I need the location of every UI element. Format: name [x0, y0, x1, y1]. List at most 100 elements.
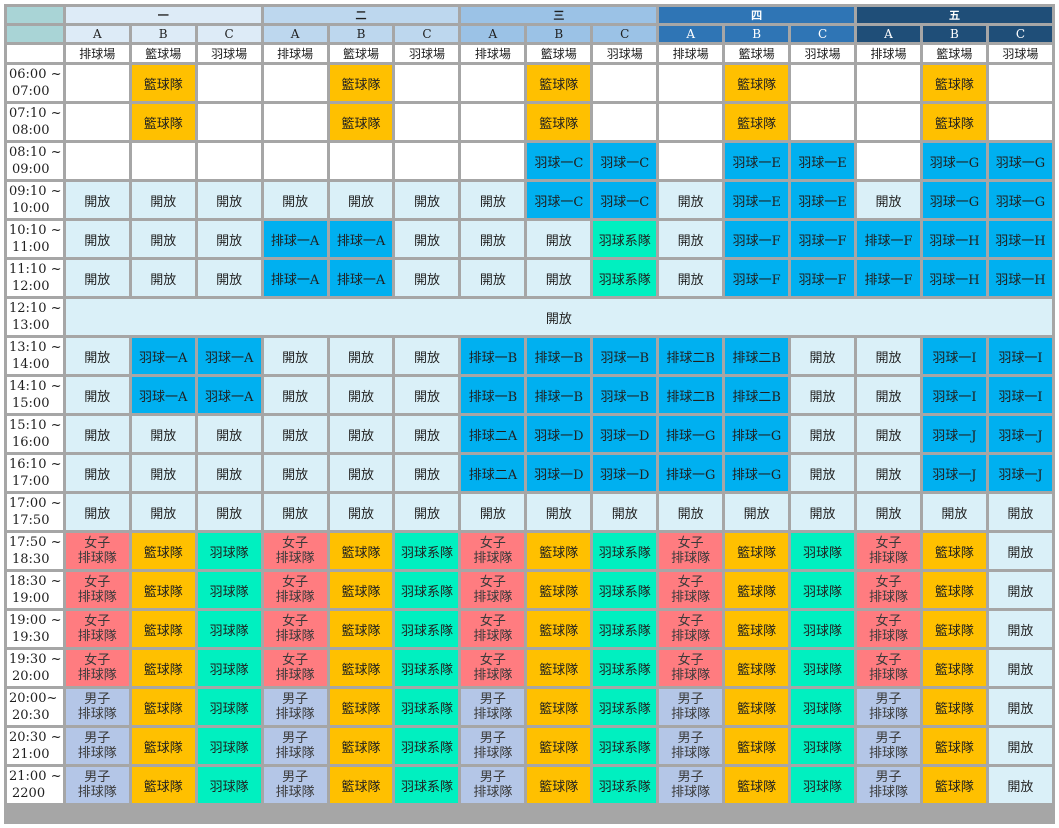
cell-text: 籃球隊	[737, 77, 777, 93]
schedule-cell: 排球一A	[329, 221, 393, 257]
cell-text: 羽球系隊	[598, 233, 651, 249]
schedule-cell: 開放	[263, 377, 327, 413]
time-start: 06:00 ~	[9, 67, 62, 82]
time-start: 14:10 ~	[9, 379, 62, 394]
cell-text: 羽球一C	[534, 155, 584, 171]
cell-text: 排球一G	[731, 428, 782, 444]
court-header: B	[527, 26, 591, 42]
schedule-cell: 開放	[988, 689, 1052, 725]
cell-text: 開放	[875, 350, 902, 366]
cell-text-line1: 男子	[677, 692, 704, 707]
schedule-cell: 籃球隊	[527, 533, 591, 569]
time-start: 16:10 ~	[9, 457, 62, 472]
time-end: 15:00	[12, 396, 50, 411]
time-slot-row: 12:10 ~ 13:00 開放	[7, 299, 1052, 335]
schedule-cell: 羽球一G	[988, 182, 1052, 218]
schedule-cell: 開放	[65, 338, 129, 374]
time-end: 13:00	[12, 318, 50, 333]
schedule-cell: 開放	[65, 182, 129, 218]
cell-text: 開放	[216, 467, 243, 483]
time-start: 19:30 ~	[9, 652, 62, 667]
venue-header: 排球場	[65, 45, 129, 62]
cell-text-line1: 女子	[677, 614, 704, 629]
schedule-cell: 羽球隊	[791, 611, 855, 647]
day-header-3: 三	[461, 7, 657, 23]
schedule-cell: 羽球一F	[725, 260, 789, 296]
court-letter: B	[554, 27, 564, 41]
cell-text: 開放	[809, 467, 836, 483]
schedule-cell: 羽球隊	[791, 689, 855, 725]
venue-name: 籃球場	[343, 47, 380, 61]
schedule-cell: 羽球一C	[527, 143, 591, 179]
cell-text: 排球一A	[270, 233, 320, 249]
schedule-cell: 籃球隊	[922, 611, 986, 647]
time-slot-label: 14:10 ~ 15:00	[7, 377, 63, 413]
cell-text: 開放	[282, 389, 309, 405]
court-header: B	[922, 26, 986, 42]
time-slot-row: 08:10 ~ 09:00 羽球一C 羽球一C 羽球一E 羽球一E 羽球一G 羽球一G	[7, 143, 1052, 179]
cell-text: 開放	[216, 506, 243, 522]
venue-header: 排球場	[263, 45, 327, 62]
time-slot-label: 17:50 ~ 18:30	[7, 533, 63, 569]
cell-text: 籃球隊	[341, 701, 381, 717]
cell-text: 羽球一J	[932, 428, 977, 444]
cell-text: 籃球隊	[934, 662, 974, 678]
schedule-cell: 女子 排球隊	[461, 650, 525, 686]
court-header: A	[263, 26, 327, 42]
cell-text: 羽球一I	[932, 350, 977, 366]
time-slot-row: 09:10 ~ 10:00 開放 開放 開放 開放 開放 開放 開放 羽球一C 羽球一C 開放 羽球一E…	[7, 182, 1052, 218]
venue-header: 羽球場	[988, 45, 1052, 62]
cell-text: 羽球系隊	[598, 662, 651, 678]
cell-text-line2: 排球隊	[473, 707, 513, 722]
cell-text: 羽球一I	[932, 389, 977, 405]
schedule-cell: 開放	[857, 416, 920, 452]
cell-text: 籃球隊	[341, 545, 381, 561]
schedule-cell: 羽球一H	[922, 221, 986, 257]
schedule-cell: 羽球一G	[922, 143, 986, 179]
cell-text-line1: 女子	[677, 575, 704, 590]
schedule-cell	[395, 65, 459, 101]
time-slot-row: 21:00 ~2200 男子 排球隊 籃球隊 羽球隊 男子 排球隊 籃球隊 羽球系隊 男子 排球隊籃…	[7, 767, 1052, 803]
schedule-cell: 羽球一D	[593, 455, 657, 491]
cell-text: 開放	[809, 506, 836, 522]
cell-text-line2: 排球隊	[77, 551, 117, 566]
cell-text-line1: 女子	[479, 653, 506, 668]
schedule-cell: 開放	[791, 377, 855, 413]
cell-text: 排球二A	[468, 467, 518, 483]
time-slot-label: 10:10 ~ 11:00	[7, 221, 63, 257]
cell-text: 羽球一A	[139, 350, 188, 366]
cell-text: 開放	[150, 194, 177, 210]
schedule-cell	[263, 104, 327, 140]
schedule-cell	[857, 104, 920, 140]
schedule-cell: 開放	[593, 494, 657, 530]
cell-text: 開放	[875, 428, 902, 444]
time-slot-row: 06:00 ~ 07:00 籃球隊 籃球隊 籃球隊 籃球隊 籃球隊	[7, 65, 1052, 101]
venue-header: 籃球場	[329, 45, 393, 62]
cell-text: 羽球一F	[798, 233, 847, 249]
schedule-cell	[857, 143, 920, 179]
time-end: 19:00	[12, 591, 50, 606]
cell-text: 籃球隊	[341, 116, 381, 132]
cell-text: 開放	[84, 506, 111, 522]
cell-text-line1: 男子	[84, 692, 111, 707]
cell-text: 開放	[1007, 623, 1034, 639]
time-slot-label: 20:00~ 20:30	[7, 689, 63, 725]
schedule-cell: 開放	[857, 455, 920, 491]
schedule-cell: 籃球隊	[527, 767, 591, 803]
cell-text: 排球一G	[665, 428, 716, 444]
schedule-cell: 羽球一G	[988, 143, 1052, 179]
venue-header: 籃球場	[527, 45, 591, 62]
time-slot-row: 07:10 ~ 08:00 籃球隊 籃球隊 籃球隊 籃球隊 籃球隊	[7, 104, 1052, 140]
schedule-cell: 開放	[659, 182, 723, 218]
schedule-cell: 開放	[395, 338, 459, 374]
schedule-cell: 籃球隊	[922, 104, 986, 140]
cell-text: 籃球隊	[737, 662, 777, 678]
schedule-cell: 羽球系隊	[395, 728, 459, 764]
cell-text-line2: 排球隊	[868, 551, 908, 566]
cell-text-line1: 男子	[875, 770, 902, 785]
time-start: 21:00 ~	[9, 769, 62, 784]
cell-text: 開放	[282, 506, 309, 522]
schedule-cell: 羽球系隊	[593, 650, 657, 686]
schedule-cell	[395, 143, 459, 179]
